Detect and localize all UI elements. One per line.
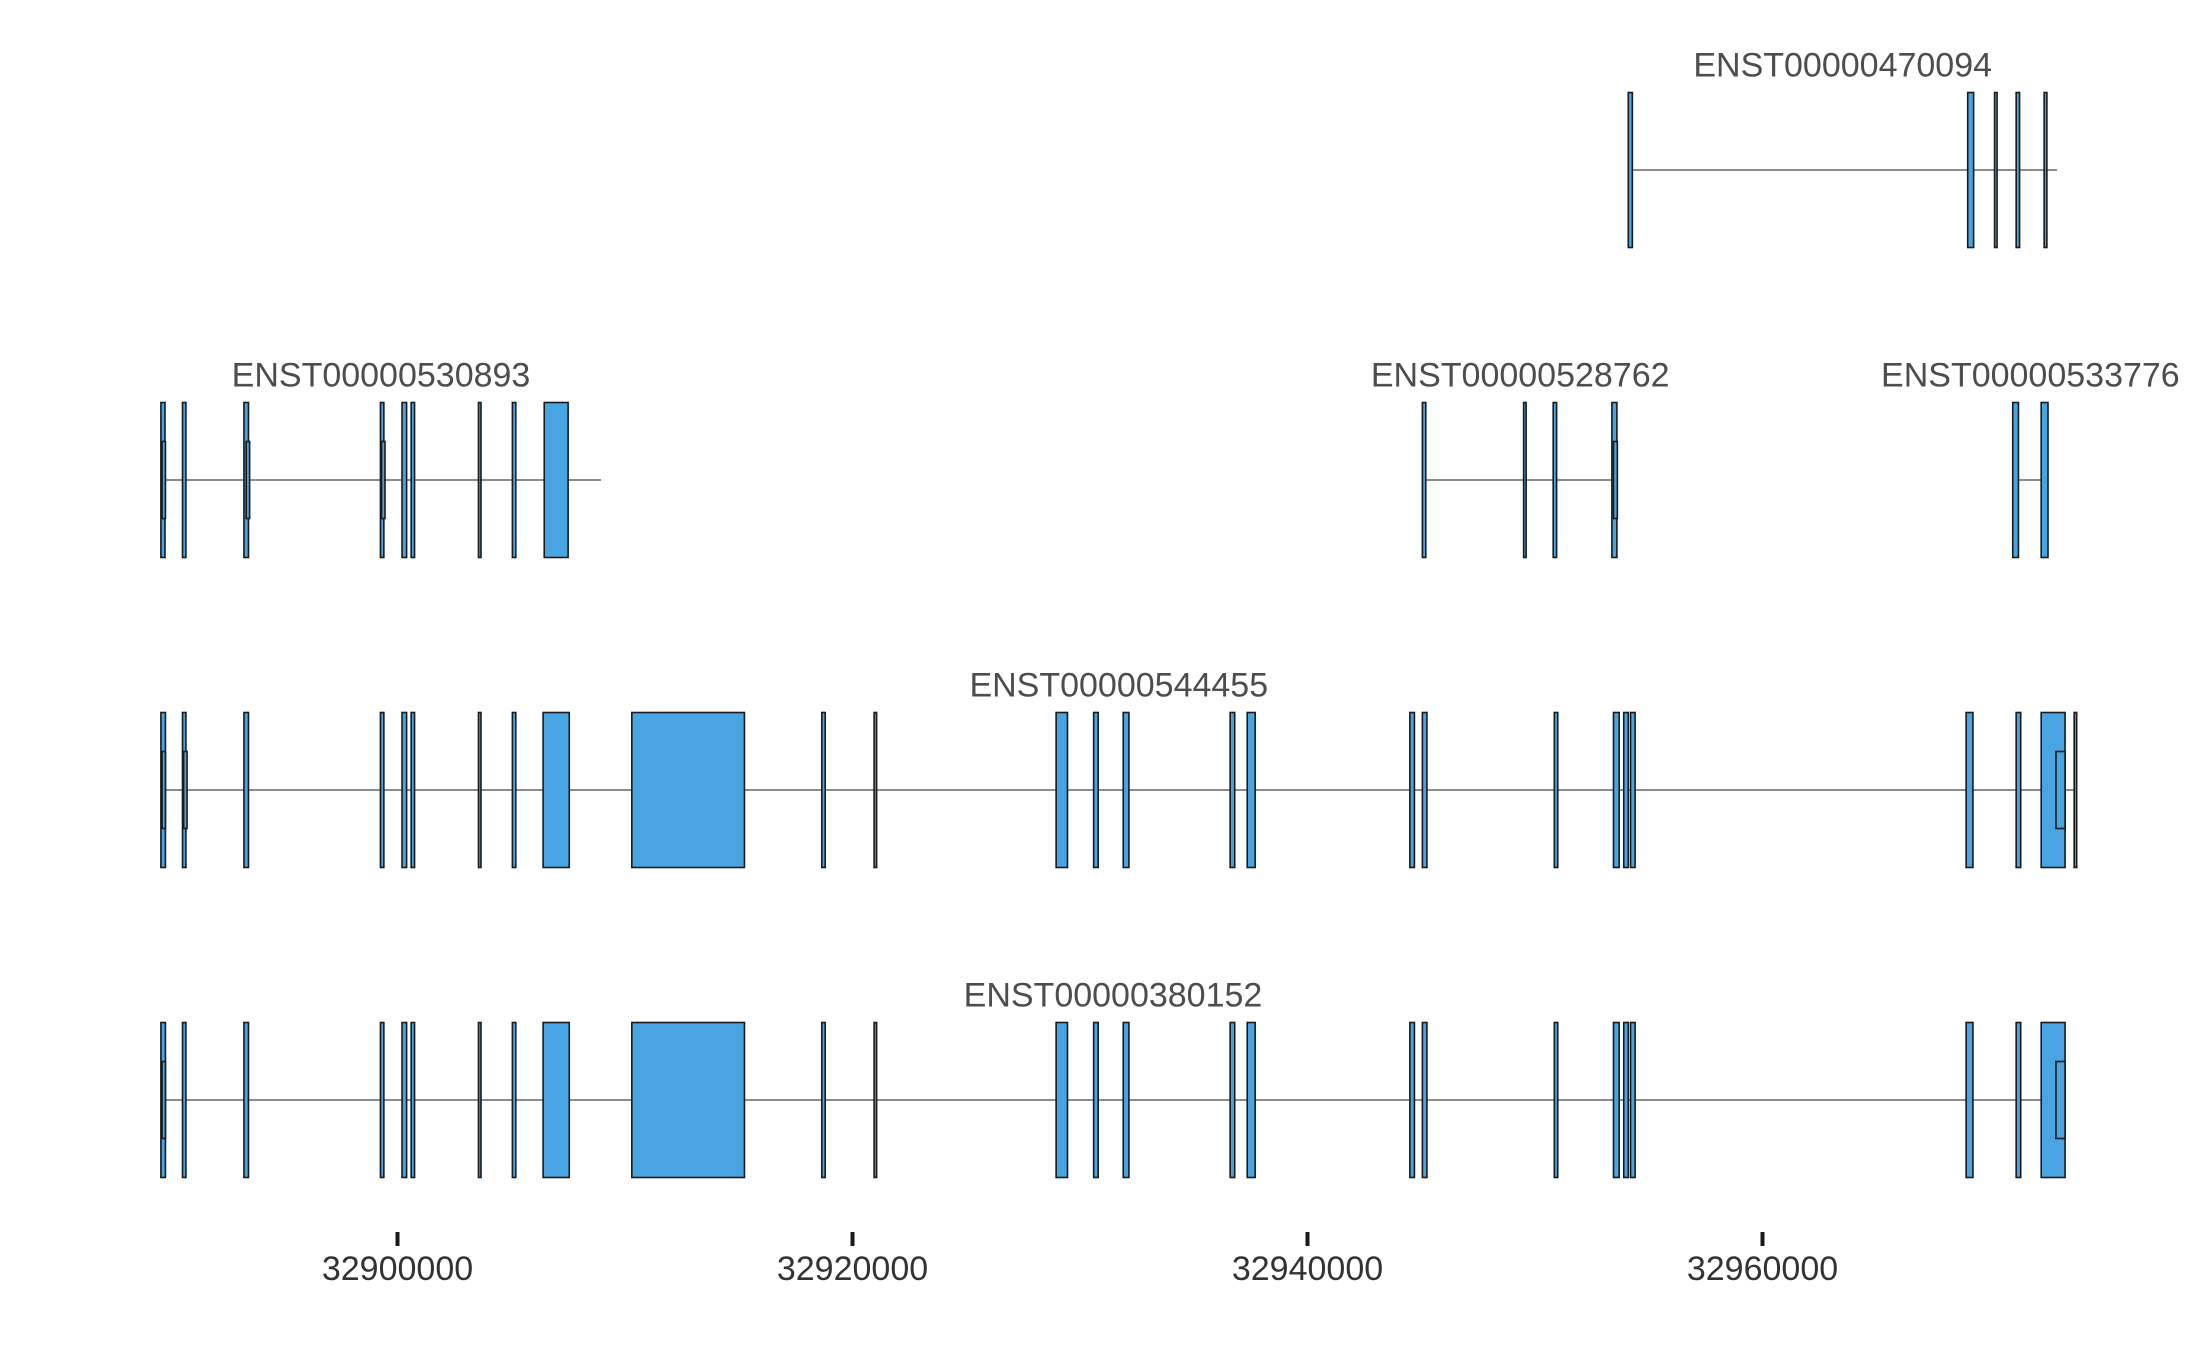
exon-block (1553, 1021, 1559, 1179)
exon-block (1421, 1021, 1428, 1179)
exon-block (1246, 1021, 1256, 1179)
exon-block (401, 401, 408, 559)
exon-block (477, 401, 482, 559)
x-axis-tick-label: 32900000 (322, 1250, 473, 1288)
exon-block (1229, 1021, 1236, 1179)
transcript-enst00000544455: ENST00000544455 (160, 667, 2078, 869)
transcript-label: ENST00000470094 (1693, 47, 1992, 85)
exon-block (542, 711, 571, 869)
x-axis-tick-label: 32960000 (1687, 1250, 1838, 1288)
x-axis-tick-label: 32920000 (777, 1250, 928, 1288)
exon-block (1629, 711, 1636, 869)
x-axis: 32900000 32920000 32940000 32960000 (322, 1232, 1838, 1288)
utr-block (161, 1060, 167, 1140)
exon-block (1055, 1021, 1069, 1179)
exon-block (181, 401, 187, 559)
exon-block (1966, 91, 1975, 249)
exon-block (1122, 711, 1130, 869)
exon-block (2043, 91, 2048, 249)
exon-block (379, 1021, 385, 1179)
exon-block (873, 711, 878, 869)
exon-block (1409, 711, 1416, 869)
exon-block (2073, 711, 2078, 869)
exon-block (1092, 1021, 1100, 1179)
transcript-label: ENST00000528762 (1371, 357, 1670, 395)
exon-block (477, 1021, 482, 1179)
exon-block (1627, 91, 1634, 249)
exon-block (511, 711, 517, 869)
utr-block (380, 440, 386, 520)
exon-block (1122, 1021, 1130, 1179)
exon-block (401, 711, 408, 869)
exon-block (631, 711, 746, 869)
exon-block (1612, 1021, 1620, 1179)
utr-block (1612, 440, 1619, 520)
exon-block (1421, 711, 1428, 869)
transcript-enst00000533776: ENST00000533776 (1881, 357, 2180, 559)
exon-block (1965, 711, 1974, 869)
exon-block (2040, 401, 2049, 559)
transcripts-layer: ENST00000470094 ENST00000530893 ENST000005… (160, 47, 2180, 1179)
exon-block (1246, 711, 1256, 869)
exon-block (1552, 401, 1558, 559)
exon-block (410, 711, 416, 869)
exon-block (1522, 401, 1527, 559)
utr-block (161, 440, 167, 520)
exon-block (243, 1021, 250, 1179)
exon-block (2015, 91, 2021, 249)
exon-block (873, 1021, 878, 1179)
transcript-label: ENST00000533776 (1881, 357, 2180, 395)
exon-block (1629, 1021, 1636, 1179)
exon-block (1622, 711, 1630, 869)
utr-block (161, 750, 167, 830)
transcript-label: ENST00000530893 (232, 357, 531, 395)
transcript-enst00000380152: ENST00000380152 (160, 977, 2066, 1179)
exon-block (1055, 711, 1069, 869)
exon-block (1993, 91, 1998, 249)
exon-block (410, 401, 416, 559)
x-axis-tick-label: 32940000 (1232, 1250, 1383, 1288)
utr-block (2055, 1060, 2066, 1140)
exon-block (1612, 711, 1620, 869)
exon-block (543, 401, 569, 559)
exon-block (820, 711, 826, 869)
transcript-enst00000470094: ENST00000470094 (1627, 47, 2058, 249)
utr-block (2055, 750, 2066, 830)
exon-block (820, 1021, 826, 1179)
exon-block (542, 1021, 571, 1179)
transcript-enst00000530893: ENST00000530893 (160, 357, 602, 559)
transcript-label: ENST00000380152 (964, 977, 1263, 1015)
exon-block (2011, 401, 2020, 559)
exon-block (1965, 1021, 1974, 1179)
exon-block (1409, 1021, 1416, 1179)
exon-block (410, 1021, 416, 1179)
exon-block (511, 401, 517, 559)
exon-block (2015, 1021, 2022, 1179)
exon-block (1421, 401, 1427, 559)
exon-block (181, 1021, 187, 1179)
exon-block (401, 1021, 408, 1179)
exon-block (1553, 711, 1559, 869)
transcript-label: ENST00000544455 (969, 667, 1268, 705)
exon-block (1092, 711, 1100, 869)
utr-block (182, 750, 188, 830)
exon-block (1622, 1021, 1630, 1179)
exon-block (477, 711, 482, 869)
exon-block (243, 711, 250, 869)
exon-block (2015, 711, 2022, 869)
exon-block (511, 1021, 517, 1179)
exon-block (379, 711, 385, 869)
utr-block (245, 440, 251, 520)
exon-block (631, 1021, 746, 1179)
transcript-enst00000528762: ENST00000528762 (1371, 357, 1670, 559)
exon-block (1229, 711, 1236, 869)
